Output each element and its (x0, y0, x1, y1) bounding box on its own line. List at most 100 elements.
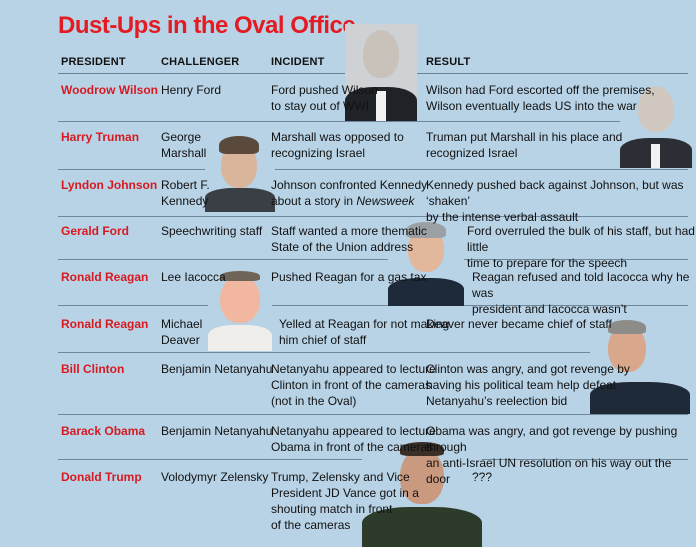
result-text: Reagan refused and told Iacocca why he w… (472, 269, 696, 317)
row-divider (58, 216, 688, 217)
challenger-name-line: Henry Ford (161, 83, 222, 97)
incident-text-line: Trump, Zelensky and Vice (271, 470, 410, 484)
incident-text: Marshall was opposed to recognizing Israe… (271, 129, 404, 161)
incident-text-line: him chief of staff (279, 333, 367, 347)
president-name: Lyndon Johnson (61, 178, 158, 192)
incident-text-line: Pushed Reagan for a gas tax (271, 270, 427, 284)
challenger-name-line: Robert F. (161, 178, 210, 192)
result-text: Truman put Marshall in his place and reco… (426, 129, 622, 161)
president-name: Harry Truman (61, 130, 140, 144)
result-text: Deaver never became chief of staff (426, 316, 612, 332)
incident-text-line: Johnson confronted Kennedy (271, 178, 428, 192)
row-divider (58, 352, 688, 353)
challenger-name-line: George (161, 130, 202, 144)
result-text-line: Obama was angry, and got revenge by push… (426, 424, 678, 454)
president-name: Barack Obama (61, 424, 146, 438)
incident-text-line: of the cameras (271, 518, 351, 532)
portrait-henry-ford (345, 24, 417, 121)
incident-text-line: Clinton in front of the cameras (271, 378, 432, 392)
incident-text-line: shouting match in front (271, 502, 393, 516)
result-text-line: Ford overruled the bulk of his staff, bu… (467, 224, 695, 254)
result-text: Wilson had Ford escorted off the premise… (426, 82, 655, 114)
result-text-line: ??? (472, 470, 493, 484)
challenger-name-line: Speechwriting staff (161, 224, 263, 238)
portrait-volodymyr-zelensky (362, 438, 482, 547)
incident-text-line: President JD Vance got in a (271, 486, 419, 500)
header-incident: INCIDENT (271, 56, 325, 68)
challenger-name-line: Lee Iacocca (161, 270, 226, 284)
challenger-name: Benjamin Netanyahu (161, 423, 272, 439)
portrait-benjamin-netanyahu (590, 318, 690, 414)
result-text: Clinton was angry, and got revenge by hav… (426, 361, 630, 409)
result-text-line: an anti-Israel UN resolution on his way … (426, 456, 672, 486)
result-text-line: Truman put Marshall in his place and (426, 130, 623, 144)
result-text-line: recognized Israel (426, 146, 518, 160)
challenger-name: Lee Iacocca (161, 269, 226, 285)
result-text: Obama was angry, and got revenge by push… (426, 423, 696, 487)
challenger-name-line: Marshall (161, 146, 207, 160)
result-text: Ford overruled the bulk of his staff, bu… (467, 223, 696, 271)
challenger-name: Robert F. Kennedy (161, 177, 210, 209)
incident-text-line: State of the Union address (271, 240, 414, 254)
incident-text: Pushed Reagan for a gas tax (271, 269, 426, 285)
result-text-line: time to prepare for the speech (467, 256, 628, 270)
incident-text-line: Netanyahu appeared to lecture (271, 362, 436, 376)
result-text-line: Netanyahu’s reelection bid (426, 394, 568, 408)
incident-text: Netanyahu appeared to lecture Clinton in … (271, 361, 436, 409)
result-text-line: Deaver never became chief of staff (426, 317, 612, 331)
header-president: PRESIDENT (61, 56, 126, 68)
result-text-line: Reagan refused and told Iacocca why he w… (472, 270, 690, 300)
row-divider (58, 121, 688, 122)
result-text-line: Wilson had Ford escorted off the premise… (426, 83, 655, 97)
incident-text-line: Staff wanted a more thematic (271, 224, 427, 238)
incident-text-line: Yelled at Reagan for not making (279, 317, 450, 331)
incident-text: Trump, Zelensky and Vice President JD Van… (271, 469, 419, 533)
incident-text-line: about a story in Newsweek (271, 194, 415, 208)
president-name: Ronald Reagan (61, 317, 149, 331)
incident-text-line: Marshall was opposed to (271, 130, 404, 144)
result-text: ??? (472, 469, 492, 485)
portrait-lee-iacocca (388, 220, 464, 306)
incident-text-line: Netanyahu appeared to lecture (271, 424, 436, 438)
row-divider (58, 305, 688, 306)
header-challenger: CHALLENGER (161, 56, 240, 68)
incident-text-line: (not in the Oval) (271, 394, 357, 408)
result-text-line: having his political team help defeat (426, 378, 617, 392)
challenger-name-line: Michael (161, 317, 203, 331)
president-name: Donald Trump (61, 470, 142, 484)
incident-text-line: recognizing Israel (271, 146, 366, 160)
portrait-michael-deaver (208, 265, 272, 351)
result-text-line: president and Iacocca wasn’t (472, 302, 627, 316)
challenger-name-line: Benjamin Netanyahu (161, 424, 273, 438)
president-name: Gerald Ford (61, 224, 130, 238)
row-divider (58, 259, 688, 260)
portrait-george-marshall (620, 80, 692, 168)
challenger-name-line: Volodymyr Zelensky (161, 470, 269, 484)
challenger-name: Henry Ford (161, 82, 221, 98)
portrait-robert-kennedy (205, 132, 275, 212)
challenger-name: Volodymyr Zelensky (161, 469, 268, 485)
incident-text: Staff wanted a more thematic State of the… (271, 223, 427, 255)
page-title: Dust-Ups in the Oval Office (58, 12, 356, 39)
result-text-line: by the intense verbal assault (426, 210, 579, 224)
challenger-name-line: Kennedy (161, 194, 209, 208)
header-result: RESULT (426, 56, 471, 68)
result-text-line: Clinton was angry, and got revenge by (426, 362, 630, 376)
challenger-name-line: Benjamin Netanyahu (161, 362, 273, 376)
row-divider (58, 414, 688, 415)
result-text: Kennedy pushed back against Johnson, but… (426, 177, 696, 225)
result-text-line: Kennedy pushed back against Johnson, but… (426, 178, 684, 208)
incident-text-line: Ford pushed Wilson (271, 83, 378, 97)
incident-text: Ford pushed Wilson to stay out of WWI (271, 82, 378, 114)
incident-text: Johnson confronted Kennedy about a story … (271, 177, 427, 209)
incident-text: Yelled at Reagan for not making him chief… (279, 316, 449, 348)
incident-text: Netanyahu appeared to lecture Obama in fr… (271, 423, 436, 455)
challenger-name-line: Deaver (161, 333, 200, 347)
president-name: Woodrow Wilson (61, 83, 158, 97)
president-name: Bill Clinton (61, 362, 125, 376)
challenger-name: Benjamin Netanyahu (161, 361, 272, 377)
incident-text-line: Obama in front of the cameras (271, 440, 434, 454)
challenger-name: George Marshall (161, 129, 206, 161)
row-divider (58, 169, 688, 170)
